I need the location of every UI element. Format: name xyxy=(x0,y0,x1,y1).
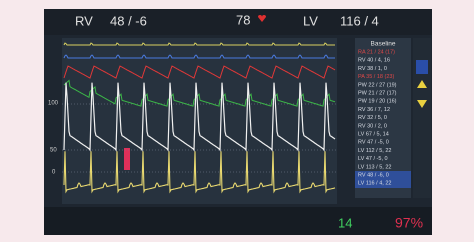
panel-title: Baseline xyxy=(371,41,396,48)
wave-blue xyxy=(63,54,335,59)
marker xyxy=(124,148,130,170)
baseline-entry: LV 112 / 5, 22 xyxy=(358,148,391,154)
heart-icon xyxy=(258,15,266,22)
baseline-entry: RV 32 / 5, 0 xyxy=(358,115,387,121)
scale-label: 100 xyxy=(48,101,59,107)
baseline-entry: RV 47 / -5, 0 xyxy=(358,140,389,146)
wave-green xyxy=(63,79,336,107)
left-value: 48 / -6 xyxy=(110,13,147,28)
side-toolbar xyxy=(413,38,431,198)
toolbar-icon[interactable] xyxy=(417,100,427,108)
wave-area xyxy=(62,38,337,204)
baseline-entry: RV 36 / 7, 12 xyxy=(358,107,390,113)
scale-label: 50 xyxy=(50,148,57,154)
baseline-entry: LV 47 / -5, 0 xyxy=(358,156,388,162)
selected-row xyxy=(355,171,411,188)
resp-value: 14 xyxy=(338,215,352,230)
baseline-entry: RV 40 / 4, 16 xyxy=(358,58,390,64)
scale-label: 0 xyxy=(52,170,56,176)
right-label: LV xyxy=(303,13,318,28)
wave-top xyxy=(63,42,335,46)
baseline-entry: LV 113 / 5, 22 xyxy=(358,164,391,170)
wave-red xyxy=(63,65,336,79)
baseline-entry: PA 35 / 18 (23) xyxy=(358,74,394,80)
baseline-entry: RA 21 / 24 (17) xyxy=(358,49,395,55)
heart-rate: 78 xyxy=(236,12,250,27)
baseline-entry: RV 38 / 1, 0 xyxy=(358,66,387,72)
baseline-entry: LV 116 / 4, 22 xyxy=(358,181,391,187)
wave-white xyxy=(63,82,336,152)
wave-ecg xyxy=(63,151,336,194)
baseline-entry: PW 19 / 20 (16) xyxy=(358,99,397,105)
baseline-entry: PW 22 / 27 (19) xyxy=(358,82,397,88)
spo2-value: 97% xyxy=(395,215,423,231)
baseline-entry: RV 48 / -6, 0 xyxy=(358,172,389,178)
top-bar xyxy=(44,9,432,35)
left-label: RV xyxy=(75,13,93,28)
right-value: 116 / 4 xyxy=(340,13,379,28)
bottom-bar xyxy=(44,207,432,235)
toolbar-icon[interactable] xyxy=(417,80,427,88)
baseline-entry: LV 67 / 5, 14 xyxy=(358,131,389,137)
baseline-entry: PW 21 / 27 (17) xyxy=(358,90,397,96)
baseline-entry: RV 30 / 2, 0 xyxy=(358,123,387,129)
toolbar-button[interactable] xyxy=(416,60,428,74)
